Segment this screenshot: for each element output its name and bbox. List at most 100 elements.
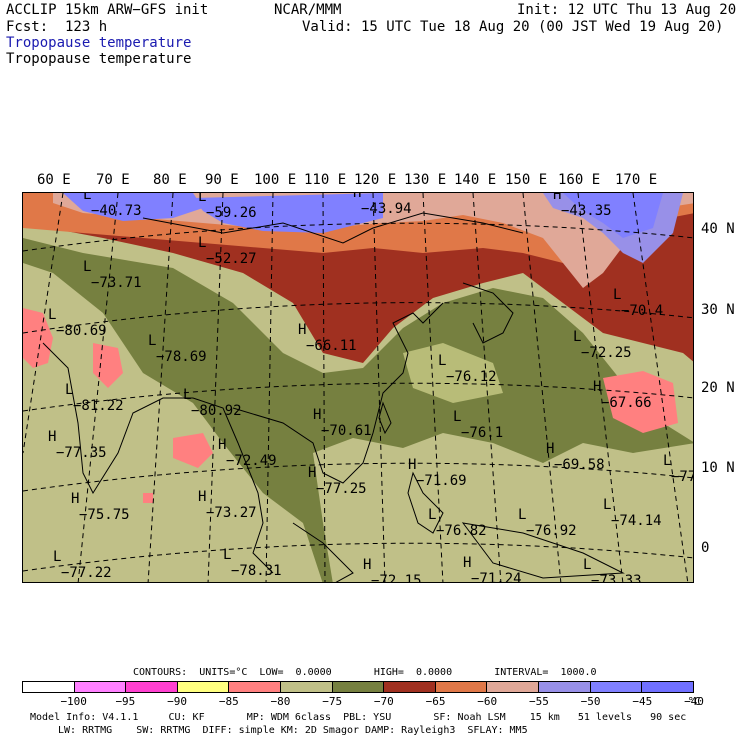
high-marker: H	[408, 457, 417, 473]
lat-label: 10 N	[701, 460, 735, 476]
high-marker: H	[353, 192, 362, 201]
colorbar-tick-label: −55	[528, 695, 549, 708]
colorbar-swatch	[642, 682, 693, 692]
init-time: Init: 12 UTC Thu 13 Aug 20	[517, 2, 737, 18]
extremum-value: −71.24	[471, 571, 522, 583]
low-marker: L	[583, 557, 592, 573]
lon-label: 80 E	[153, 172, 187, 188]
extremum-value: −43.94	[361, 201, 412, 217]
extremum-value: −76.12	[446, 369, 497, 385]
colorbar-tick-label: −75	[322, 695, 343, 708]
extremum-value: −80.92	[191, 403, 242, 419]
colorbar-tick-label: −40	[684, 695, 704, 708]
colorbar-unit: °C	[687, 695, 701, 708]
low-marker: L	[603, 497, 612, 513]
low-marker: L	[148, 333, 157, 349]
extremum-value: −72.49	[226, 453, 277, 469]
lon-label: 90 E	[205, 172, 239, 188]
colorbar-swatch	[539, 682, 591, 692]
low-marker: L	[428, 507, 437, 523]
map-svg	[23, 193, 693, 582]
salmon-patch	[603, 371, 678, 433]
extremum-value: −78.31	[231, 563, 282, 579]
org-title: NCAR/MMM	[274, 2, 342, 18]
contours-info: CONTOURS: UNITS=°C LOW= 0.0000 HIGH= 0.0…	[133, 667, 597, 678]
low-marker: L	[48, 307, 57, 323]
colorbar-tick-label: −95	[115, 695, 136, 708]
extremum-value: −43.35	[561, 203, 612, 219]
coastlines	[42, 212, 625, 582]
colorbar-tick-label: −60	[477, 695, 498, 708]
extremum-value: −77.25	[316, 481, 367, 497]
high-marker: H	[553, 192, 562, 203]
colorbar-tick-label: −85	[218, 695, 239, 708]
high-marker: H	[48, 429, 57, 445]
colorbar-swatch	[177, 682, 230, 692]
colorbar-swatch	[590, 682, 643, 692]
high-marker: H	[463, 555, 472, 571]
blue-region	[193, 193, 383, 233]
tan-patch	[313, 433, 693, 582]
colorbar-swatch	[23, 682, 75, 692]
colorbar-swatch	[281, 682, 333, 692]
low-marker: L	[183, 387, 192, 403]
extremum-value: −74.14	[611, 513, 662, 529]
light-patch	[403, 343, 503, 403]
colorbar-swatch	[332, 682, 385, 692]
colorbar-swatch	[126, 682, 178, 692]
blue-region	[63, 193, 203, 221]
lon-label: 100 E	[254, 172, 297, 188]
lat-label: 0	[701, 540, 710, 556]
extremum-value: −70.61	[321, 423, 372, 439]
low-marker: L	[65, 382, 74, 398]
low-marker: L	[453, 409, 462, 425]
lon-label: 120 E	[354, 172, 397, 188]
colorbar-swatch	[384, 682, 436, 692]
blue-region	[563, 193, 663, 238]
colorbar-tick-label: −100	[60, 695, 87, 708]
colorbar	[22, 681, 694, 693]
extremum-value: −72.25	[581, 345, 632, 361]
field-title-secondary: Tropopause temperature	[6, 51, 192, 67]
colorbar-tick-label: −70	[373, 695, 394, 708]
model-info-line1: Model Info: V4.1.1 CU: KF MP: WDM 6class…	[30, 712, 687, 723]
low-marker: L	[518, 507, 527, 523]
high-marker: H	[218, 437, 227, 453]
extremum-value: −73.27	[206, 505, 257, 521]
lon-label: 170 E	[615, 172, 658, 188]
colorbar-tick-label: −90	[167, 695, 187, 708]
extremum-value: −73.71	[91, 275, 142, 291]
extremum-value: −69.58	[554, 457, 605, 473]
high-marker: H	[308, 465, 317, 481]
extremum-value: −76.1	[461, 425, 504, 441]
extremum-value: −80.69	[56, 323, 107, 339]
extremum-value: −59.26	[206, 205, 257, 221]
extremum-value: −71.69	[416, 473, 467, 489]
extremum-value: −40.73	[91, 203, 142, 219]
colorbar-swatch	[229, 682, 282, 692]
salmon-patch	[23, 308, 53, 368]
low-marker: L	[223, 547, 232, 563]
model-title: ACCLIP 15km ARW−GFS init	[6, 2, 209, 18]
high-marker: H	[546, 441, 555, 457]
colorbar-tick-label: −50	[580, 695, 601, 708]
high-marker: H	[298, 322, 307, 338]
lat-label: 40 N	[701, 221, 735, 237]
high-marker: H	[593, 379, 602, 395]
salmon-patch	[173, 433, 213, 468]
extremum-value: −77.22	[61, 565, 112, 581]
low-marker: L	[573, 329, 582, 345]
lat-label: 20 N	[701, 380, 735, 396]
lon-label: 150 E	[505, 172, 548, 188]
low-marker: L	[53, 549, 62, 565]
low-marker: L	[198, 235, 207, 251]
lon-label: 70 E	[96, 172, 130, 188]
extremum-value: −72.15	[371, 573, 422, 583]
colorbar-swatch	[487, 682, 540, 692]
extremum-value: −77.0	[671, 469, 693, 485]
field-title-primary: Tropopause temperature	[6, 35, 192, 51]
colorbar-tick-label: −45	[632, 695, 653, 708]
low-marker: L	[438, 353, 447, 369]
high-marker: H	[198, 489, 207, 505]
low-marker: L	[198, 192, 207, 205]
